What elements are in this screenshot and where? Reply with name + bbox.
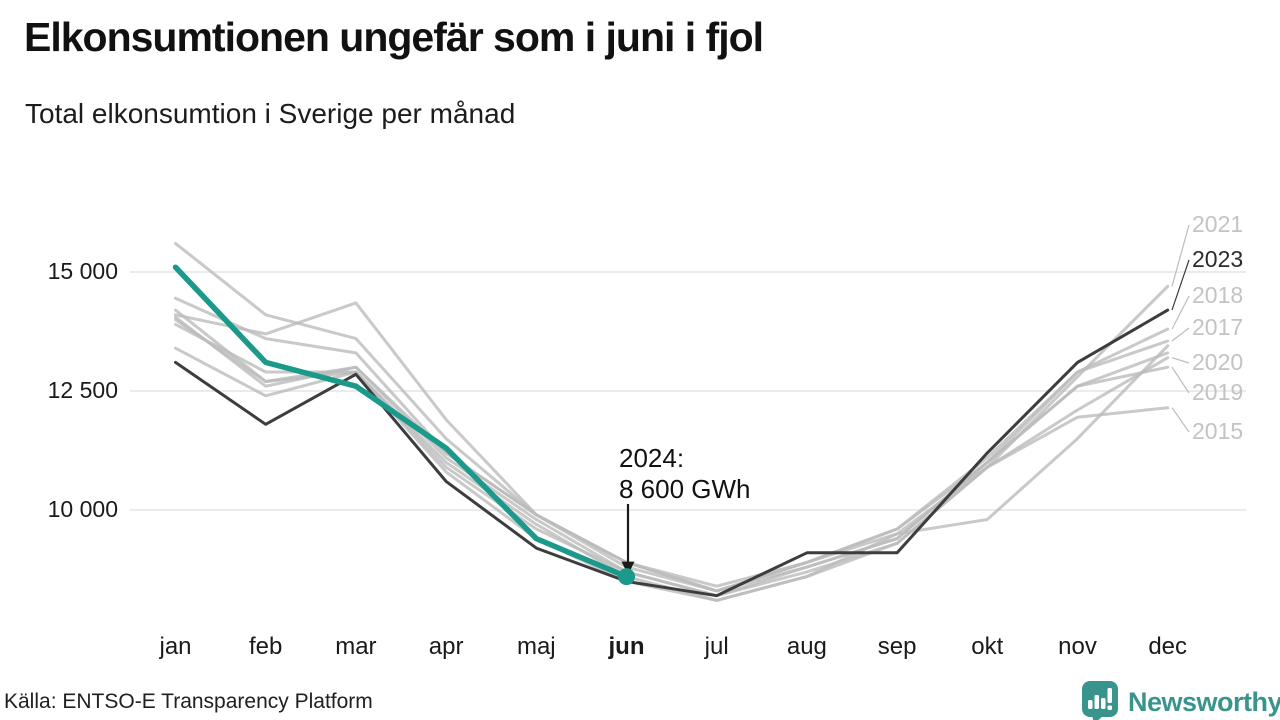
label-leader-2023 — [1171, 259, 1190, 311]
x-tick-label-okt: okt — [971, 633, 1004, 660]
x-tick-label-sep: sep — [877, 633, 917, 660]
series-line-2018 — [174, 301, 1170, 593]
x-tick-label-jan: jan — [159, 633, 192, 660]
annotation-year: 2024: — [619, 443, 685, 473]
year-label-2023: 2023 — [1192, 246, 1244, 272]
page-title: Elkonsumtionen ungefär som i juni i fjol — [24, 14, 764, 60]
label-leader-2020 — [1171, 357, 1190, 364]
label-leader-2018 — [1171, 295, 1190, 330]
label-leader-2019 — [1171, 366, 1190, 394]
series-line-2021 — [174, 284, 1170, 588]
x-tick-label-apr: apr — [428, 633, 464, 660]
y-tick-label: 15 000 — [47, 258, 118, 284]
x-tick-label-dec: dec — [1148, 633, 1188, 660]
x-tick-label-jul: jul — [704, 633, 729, 660]
series-line-2019 — [174, 308, 1170, 598]
annotation-2024: 2024: 8 600 GWh — [619, 443, 751, 504]
x-tick-label-feb: feb — [249, 633, 283, 660]
newsworthy-wordmark: Newsworthy — [1128, 686, 1280, 717]
year-label-2019: 2019 — [1192, 379, 1244, 405]
x-tick-label-maj: maj — [516, 633, 556, 660]
annotation-arrow-head — [621, 561, 635, 575]
data-point-2024-jun — [618, 568, 635, 586]
x-tick-label-aug: aug — [786, 633, 827, 660]
x-tick-label-mar: mar — [335, 633, 377, 660]
newsworthy-icon — [1082, 681, 1118, 720]
annotation-value: 8 600 GWh — [619, 473, 751, 504]
year-label-2017: 2017 — [1192, 314, 1244, 340]
chart-subtitle: Total elkonsumtion i Sverige per månad — [25, 98, 516, 129]
series-line-2016 — [174, 241, 1170, 593]
year-label-2015: 2015 — [1192, 418, 1244, 444]
label-leader-2017 — [1171, 327, 1190, 342]
series-line-2020 — [174, 322, 1170, 602]
x-tick-label-jun: jun — [608, 633, 645, 660]
year-label-2018: 2018 — [1192, 282, 1244, 308]
year-label-2021: 2021 — [1192, 211, 1244, 237]
x-tick-label-nov: nov — [1058, 633, 1097, 660]
source-caption: Källa: ENTSO-E Transparency Platform — [4, 690, 373, 713]
year-label-2020: 2020 — [1192, 349, 1244, 375]
newsworthy-logo: Newsworthy — [1080, 680, 1280, 720]
y-tick-label: 12 500 — [47, 377, 118, 403]
label-leader-2015 — [1171, 407, 1190, 433]
label-leader-2021 — [1171, 224, 1190, 287]
series-line-2024 — [172, 264, 630, 580]
y-tick-label: 10 000 — [47, 496, 118, 522]
